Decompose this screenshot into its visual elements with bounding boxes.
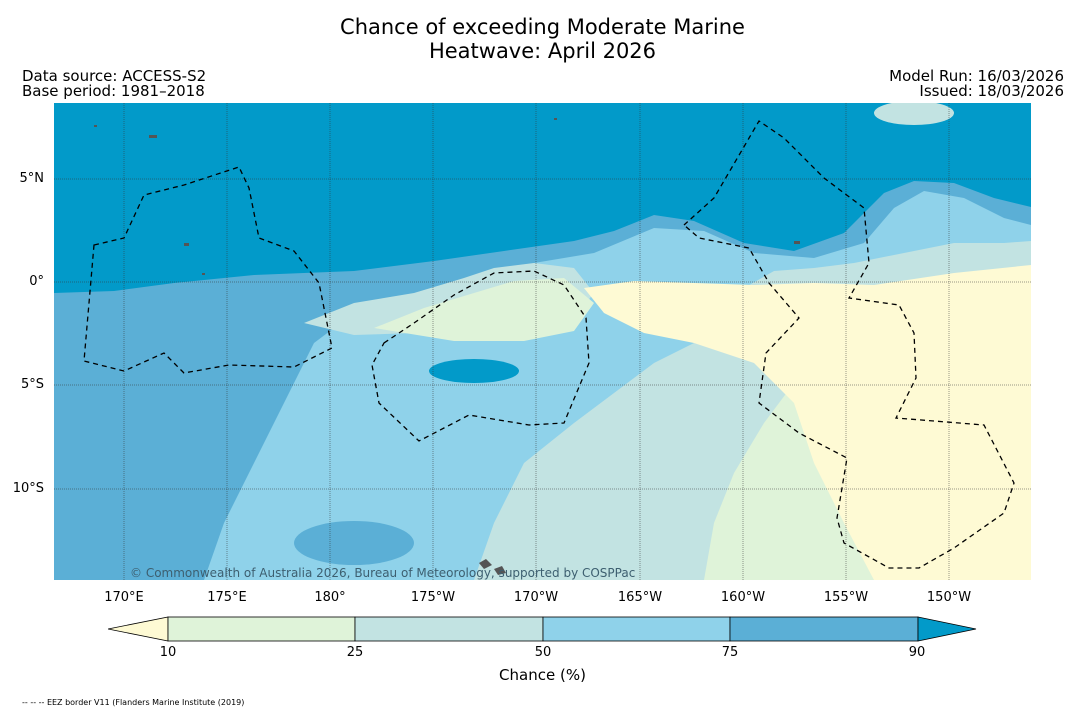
eez-borders <box>83 120 1015 569</box>
islands <box>94 118 800 575</box>
patch-gt90 <box>429 359 519 383</box>
zone-lt10 <box>584 265 1031 580</box>
y-tick-label: 5°S <box>20 377 44 392</box>
x-tick-label: 160°W <box>720 590 766 605</box>
x-tick-label: 175°E <box>207 590 247 605</box>
base-period: Base period: 1981–2018 <box>22 82 205 100</box>
colorbar-10-25 <box>167 616 356 642</box>
map-title-line2: Heatwave: April 2026 <box>428 39 657 63</box>
data-source: Data source: ACCESS-S2 <box>22 67 207 85</box>
issued-date: Issued: 18/03/2026 <box>919 82 1064 100</box>
copyright-notice: © Commonwealth of Australia 2026, Bureau… <box>130 566 636 580</box>
colorbar-tick-label: 10 <box>159 645 177 660</box>
x-tick-label: 170°E <box>104 590 144 605</box>
x-tick-label: 175°W <box>410 590 456 605</box>
patch-c25 <box>874 103 954 125</box>
colorbar-25-50 <box>354 616 544 642</box>
x-tick-label: 180° <box>314 590 346 605</box>
eez-footnote: -- -- -- EEZ border V11 (Flanders Marine… <box>22 698 245 707</box>
y-tick-label: 0° <box>29 274 44 289</box>
meta-left: Data source: ACCESS-S2 Base period: 1981… <box>22 69 206 99</box>
x-tick-label: 165°W <box>617 590 663 605</box>
x-tick-label: 155°W <box>823 590 869 605</box>
model-run: Model Run: 16/03/2026 <box>889 67 1064 85</box>
colorbar-lt10 <box>108 616 169 642</box>
colorbar-gt90 <box>917 616 977 642</box>
y-tick-label: 5°N <box>19 171 45 186</box>
map-title-line1: Chance of exceeding Moderate Marine <box>340 15 745 39</box>
graticule <box>54 103 1031 580</box>
patch-75-90 <box>294 521 414 565</box>
colorbar-tick-label: 90 <box>908 645 926 660</box>
colorbar-tick-label: 25 <box>346 645 364 660</box>
meta-right: Model Run: 16/03/2026 Issued: 18/03/2026 <box>889 69 1064 99</box>
colorbar-label: Chance (%) <box>499 666 586 684</box>
colorbar-tick-label: 50 <box>534 645 552 660</box>
x-tick-label: 170°W <box>513 590 559 605</box>
y-tick-label: 10°S <box>12 481 44 496</box>
colorbar <box>108 616 977 642</box>
probability-map <box>54 103 1031 580</box>
colorbar-50-75 <box>542 616 731 642</box>
colorbar-75-90 <box>729 616 919 642</box>
x-tick-label: 150°W <box>926 590 972 605</box>
colorbar-tick-label: 75 <box>721 645 739 660</box>
